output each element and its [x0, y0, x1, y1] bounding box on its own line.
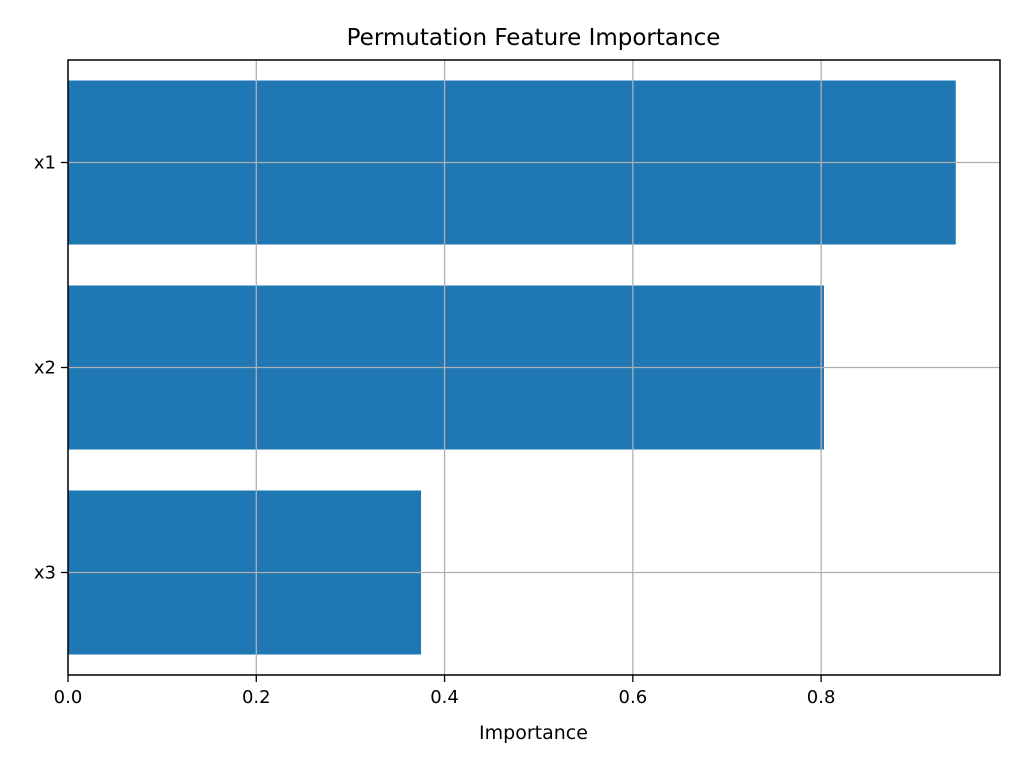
y-tick-label-x3: x3: [34, 563, 56, 584]
y-tick-label-x1: x1: [34, 153, 56, 174]
axes: 0.0 0.2 0.4 0.6 0.8 x1 x2 x3: [34, 59, 1001, 708]
x-axis-label: Importance: [479, 722, 588, 744]
x-tick-label-1: 0.2: [242, 687, 271, 708]
x-tick-label-2: 0.4: [430, 687, 459, 708]
x-tick-label-3: 0.6: [619, 687, 648, 708]
grid-lines: [68, 60, 1000, 675]
x-tick-label-0: 0.0: [54, 687, 83, 708]
x-tick-label-4: 0.8: [807, 687, 836, 708]
y-tick-label-x2: x2: [34, 358, 56, 379]
chart-title: Permutation Feature Importance: [347, 25, 721, 51]
